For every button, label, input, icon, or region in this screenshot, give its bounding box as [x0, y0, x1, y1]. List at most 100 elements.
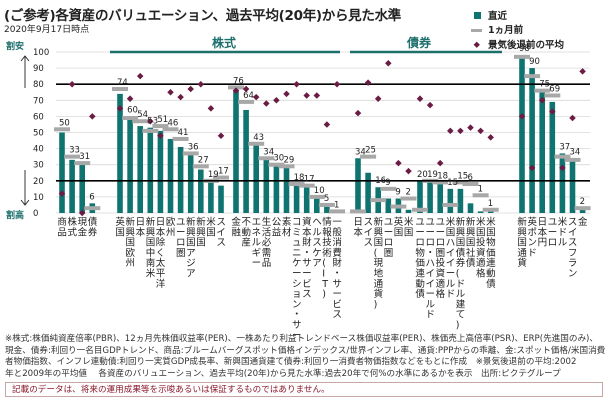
value-label: 18 — [437, 171, 448, 181]
bar-current — [477, 211, 484, 213]
marker-month-ago — [350, 209, 366, 214]
marker-month-ago — [432, 180, 449, 185]
x-tick-label: 不動産 — [242, 217, 252, 249]
marker-pre-recession — [457, 127, 464, 135]
marker-month-ago — [248, 141, 265, 146]
marker-pre-recession — [405, 167, 412, 175]
value-label: 9 — [385, 178, 390, 188]
x-tick-label: 新興国社債 — [466, 216, 476, 269]
legend-pre-recession-swatch — [473, 41, 480, 48]
x-tick-label: 米国投資適格 — [476, 216, 486, 280]
value-label: 16 — [375, 176, 386, 186]
value-label: 37 — [559, 142, 570, 152]
bar-current — [263, 158, 270, 213]
marker-pre-recession — [416, 95, 424, 102]
marker-pre-recession — [385, 60, 392, 67]
x-tick-label: 現金 — [78, 217, 88, 238]
marker-month-ago — [152, 124, 169, 129]
value-label: 15 — [457, 171, 468, 181]
marker-month-ago — [544, 93, 561, 98]
marker-month-ago — [442, 202, 459, 207]
marker-pre-recession — [217, 132, 225, 139]
marker-pre-recession — [333, 80, 341, 88]
x-tick-label: コミュニケーション・サービス — [292, 217, 302, 335]
x-tick-label: ユーロ物価連動債 — [415, 217, 425, 300]
x-tick-label: スイスフラン — [568, 217, 578, 280]
bar-current — [243, 109, 249, 213]
bar-current — [549, 101, 556, 213]
value-label: 43 — [253, 133, 264, 143]
value-label: 15 — [447, 178, 458, 188]
value-label: 6 — [89, 192, 94, 202]
x-tick-label: 米国 — [404, 216, 414, 238]
value-label: 54 — [137, 110, 148, 120]
y-tick-label: 100 — [33, 48, 49, 58]
marker-month-ago — [554, 154, 571, 159]
x-tick-label: ユーロ圏 — [384, 217, 394, 259]
x-tick-label: ユーロ圏投資適格 — [436, 217, 446, 300]
marker-pre-recession — [167, 88, 174, 96]
marker-pre-recession — [177, 93, 184, 101]
x-tick-label: 新興国通貨 — [517, 216, 527, 269]
y-tick-label: 60 — [33, 112, 44, 122]
marker-pre-recession — [426, 101, 434, 109]
marker-month-ago — [329, 209, 345, 214]
x-tick-label: エネルギー — [252, 217, 262, 269]
value-label: 20 — [417, 170, 428, 180]
value-label: 76 — [233, 76, 244, 86]
chart-title: (ご参考)各資産のバリュエーション、過去平均(20年)から見た水準 — [4, 8, 401, 24]
marker-month-ago — [298, 183, 315, 188]
x-tick-label: ユーロ — [548, 217, 558, 249]
bar-current — [137, 126, 143, 213]
marker-month-ago — [162, 127, 179, 132]
value-label: 41 — [178, 128, 189, 138]
x-tick-label: 米国物価連動債 — [486, 216, 496, 290]
marker-pre-recession — [354, 109, 362, 117]
marker-pre-recession — [579, 68, 586, 75]
x-tick-label: 日本除く太平洋 — [156, 217, 166, 290]
value-label: 64 — [243, 91, 254, 101]
value-label: 46 — [168, 118, 179, 128]
value-label: 1 — [488, 199, 493, 209]
x-tick-label: 英ポンド — [528, 216, 538, 259]
marker-pre-recession — [293, 80, 300, 88]
value-label: 17 — [218, 167, 229, 177]
marker-pre-recession — [273, 97, 280, 104]
value-label: 29 — [284, 155, 295, 165]
x-tick-label: 債券 — [88, 216, 98, 238]
disclaimer-box: 記載のデータは、将来の運用成果等を示唆あるいは保証するものではありません。 — [5, 382, 603, 397]
y-tick-label: 90 — [33, 64, 44, 74]
bar-current — [253, 143, 259, 213]
bar-current — [218, 185, 224, 213]
footnote-line: 者物価指数、インフレ連動債:利回り一実質GDP成長率、新興国通貨建て債券:利回り… — [5, 357, 577, 367]
bar-current — [157, 130, 164, 213]
bar-current — [147, 127, 154, 213]
bar-current — [365, 172, 371, 213]
x-tick-label: 日本 — [353, 217, 363, 238]
value-label: 30 — [273, 154, 284, 164]
marker-month-ago — [564, 157, 581, 162]
value-label: 18 — [294, 173, 305, 183]
value-label: 53 — [147, 117, 158, 127]
value-label: 19 — [208, 170, 219, 180]
value-label: 6 — [468, 173, 473, 183]
y-tick-label: 20 — [33, 177, 44, 187]
marker-pre-recession — [242, 85, 250, 93]
marker-month-ago — [452, 180, 469, 185]
bar-current — [457, 188, 464, 213]
marker-pre-recession — [283, 90, 290, 98]
y-axis: 0 10 20 30 40 50 60 70 80 90 100 — [33, 48, 49, 219]
value-label: 1 — [478, 184, 483, 194]
marker-pre-recession — [263, 100, 270, 107]
x-tick-label: 新興国アジア — [186, 216, 196, 280]
legend-month-ago-swatch — [471, 29, 482, 32]
marker-month-ago — [482, 207, 499, 212]
bar-current — [127, 116, 133, 213]
marker-month-ago — [238, 99, 255, 104]
value-label: 2 — [580, 197, 585, 207]
marker-pre-recession — [395, 159, 402, 167]
bar-current — [355, 158, 361, 213]
bar-current — [283, 166, 290, 213]
marker-month-ago — [132, 119, 149, 124]
